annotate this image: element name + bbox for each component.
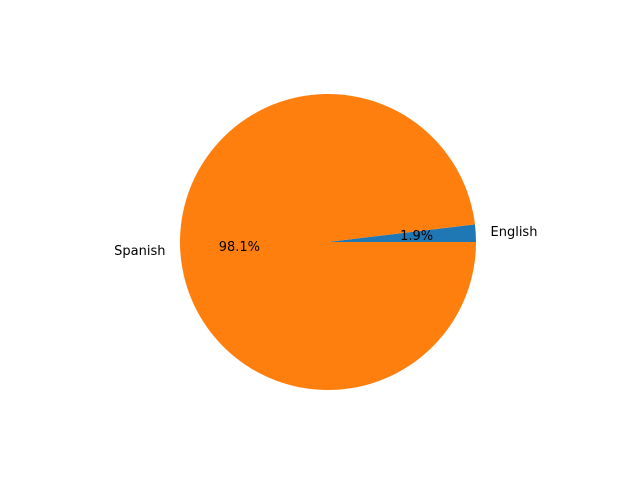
pie-percent-spanish: 98.1%: [219, 240, 260, 255]
pie-label-spanish: Spanish: [114, 244, 165, 259]
pie-label-english: English: [491, 225, 538, 240]
pie-labels: English 1.9% Spanish 98.1%: [114, 225, 537, 259]
pie-slice-spanish: [180, 94, 476, 391]
pie-slice-english: [328, 224, 476, 242]
pie-percent-english: 1.9%: [400, 229, 433, 244]
pie-slices: [180, 94, 476, 391]
